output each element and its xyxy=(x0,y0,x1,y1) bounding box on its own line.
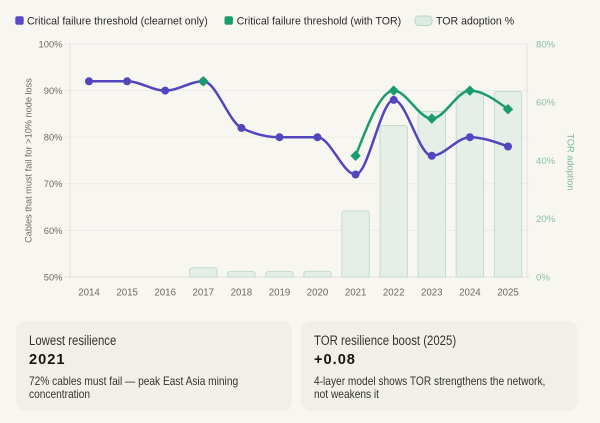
svg-text:100%: 100% xyxy=(39,38,63,49)
svg-text:2022: 2022 xyxy=(383,288,405,299)
svg-text:80%: 80% xyxy=(536,39,556,50)
svg-text:40%: 40% xyxy=(536,156,556,167)
svg-text:2017: 2017 xyxy=(193,288,215,299)
svg-text:50%: 50% xyxy=(44,271,63,282)
svg-text:Critical failure threshold (wi: Critical failure threshold (with TOR) xyxy=(237,16,401,28)
svg-text:TOR adoption: TOR adoption xyxy=(566,133,576,190)
svg-text:2016: 2016 xyxy=(154,288,176,299)
svg-text:Critical failure threshold (cl: Critical failure threshold (clearnet onl… xyxy=(27,16,208,28)
svg-text:2014: 2014 xyxy=(78,288,100,299)
svg-text:0%: 0% xyxy=(536,272,550,283)
svg-text:Cables that must fail for >10%: Cables that must fail for >10% node loss xyxy=(23,78,33,243)
svg-text:80%: 80% xyxy=(44,132,63,143)
svg-text:2015: 2015 xyxy=(116,288,138,299)
svg-text:2025: 2025 xyxy=(497,288,519,299)
svg-text:2018: 2018 xyxy=(231,288,253,299)
svg-text:2023: 2023 xyxy=(421,288,443,299)
svg-text:70%: 70% xyxy=(44,178,63,189)
svg-text:2019: 2019 xyxy=(269,288,291,299)
svg-text:TOR adoption %: TOR adoption % xyxy=(436,16,515,28)
svg-text:60%: 60% xyxy=(44,225,63,236)
svg-text:2021: 2021 xyxy=(345,288,367,299)
svg-text:60%: 60% xyxy=(536,98,556,109)
svg-text:90%: 90% xyxy=(44,85,63,96)
svg-text:20%: 20% xyxy=(536,214,556,225)
svg-text:2020: 2020 xyxy=(307,288,329,299)
svg-text:2024: 2024 xyxy=(459,288,481,299)
